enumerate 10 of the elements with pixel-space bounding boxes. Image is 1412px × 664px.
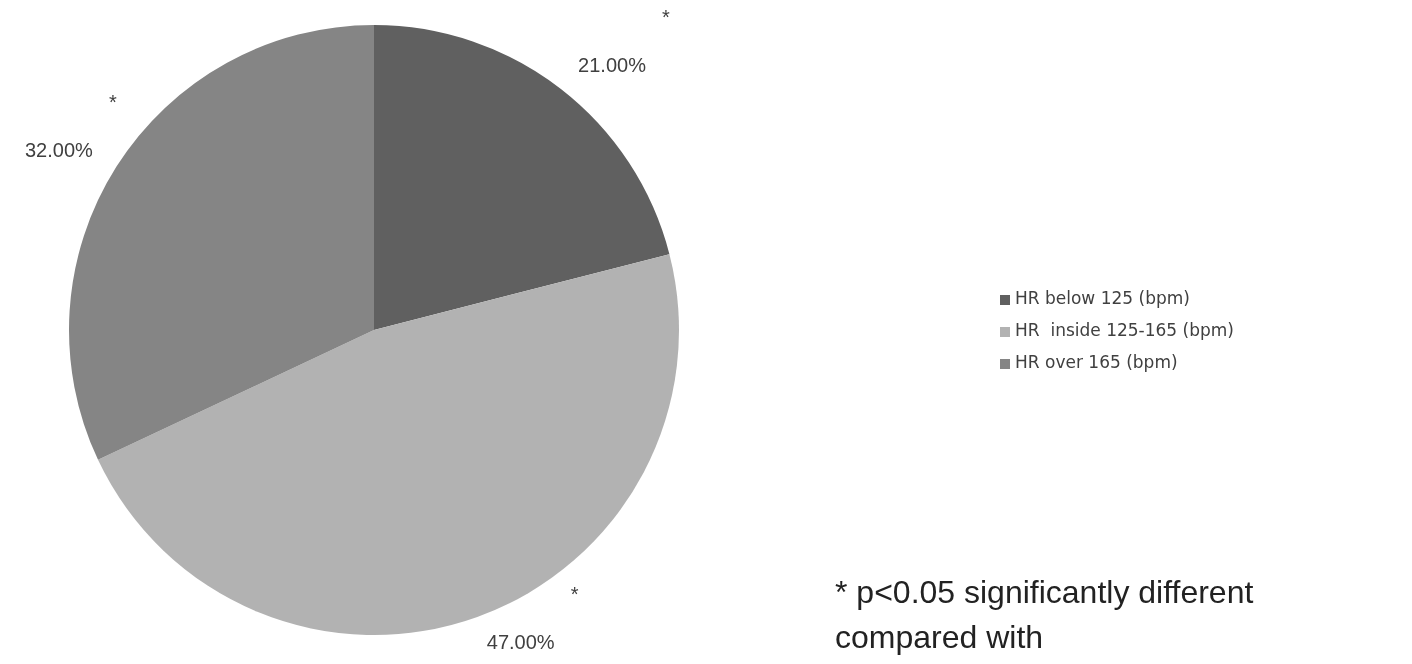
text: * [662, 6, 670, 29]
data-label: 32.00% [25, 139, 94, 162]
legend-label: HR over 165 (bpm) [1015, 352, 1178, 373]
data-label: 21.00% [578, 54, 647, 77]
legend-label: HR below 125 (bpm) [1015, 288, 1190, 309]
data-label: 47.00% [486, 630, 555, 653]
text: * [108, 91, 117, 114]
text: * [570, 582, 579, 605]
legend-label: HR inside 125-165 (bpm) [1015, 320, 1234, 341]
text: * p<0.05 significantly different compared with [835, 573, 1255, 657]
